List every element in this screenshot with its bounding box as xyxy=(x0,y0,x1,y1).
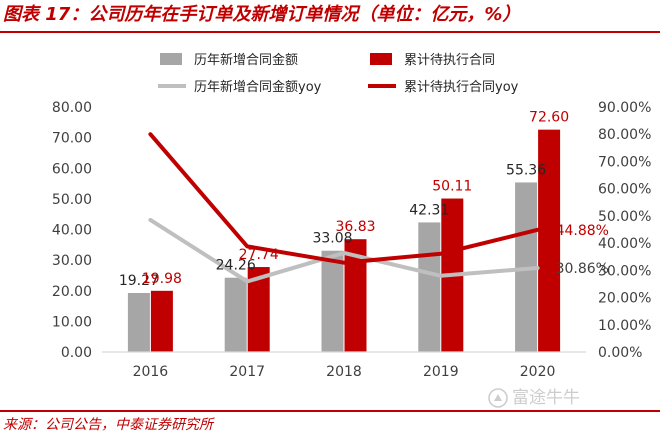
legend-swatch xyxy=(160,53,182,65)
y-left-tick-label: 30.00 xyxy=(52,253,92,269)
source-note: 来源：公司公告，中泰证券研究所 xyxy=(3,417,213,433)
bar-data-label: 19.27 xyxy=(119,273,159,289)
line-data-label: 44.88% xyxy=(556,223,609,239)
y-left-tick-label: 40.00 xyxy=(52,223,92,239)
y-right-tick-label: 50.00% xyxy=(598,209,651,225)
chart-svg: 0.00 10.00 20.00 30.00 40.00 50.00 60.00 70.00 8… xyxy=(52,52,651,380)
y-left-tick-label: 0.00 xyxy=(61,345,92,361)
y-right-tick-label: 30.00% xyxy=(598,263,651,279)
bar-backlog xyxy=(344,239,367,352)
y-left-tick-label: 60.00 xyxy=(52,161,92,177)
legend-label: 历年新增合同金额yoy xyxy=(194,79,322,95)
y-left-tick-label: 80.00 xyxy=(52,100,92,116)
x-tick-label: 2016 xyxy=(133,364,169,380)
bar-data-label: 55.36 xyxy=(506,162,546,178)
bar-new-contracts xyxy=(418,222,441,352)
bar-data-label: 72.60 xyxy=(529,110,569,126)
bar-data-label: 24.26 xyxy=(216,258,256,274)
x-tick-label: 2019 xyxy=(423,364,459,380)
bar-new-contracts xyxy=(127,292,150,352)
bar-data-label: 27.74 xyxy=(239,247,279,263)
y-left-tick-label: 20.00 xyxy=(52,284,92,300)
bar-backlog xyxy=(247,267,270,352)
y-right-tick-label: 10.00% xyxy=(598,318,651,334)
bar-data-label: 50.11 xyxy=(432,179,472,195)
y-right-tick-label: 0.00% xyxy=(598,345,642,361)
y-left-tick-label: 50.00 xyxy=(52,192,92,208)
legend-swatch xyxy=(370,53,392,65)
chart-area: 0.00 10.00 20.00 30.00 40.00 50.00 60.00 70.00 8… xyxy=(0,34,660,409)
bar-data-label: 33.08 xyxy=(312,231,352,247)
y-left-tick-label: 70.00 xyxy=(52,131,92,147)
bar-backlog xyxy=(150,290,173,352)
bar-data-label: 19.98 xyxy=(142,271,182,287)
bar-new-contracts xyxy=(224,277,247,352)
y-right-tick-label: 80.00% xyxy=(598,127,651,143)
footer-divider xyxy=(0,410,660,412)
legend-label: 历年新增合同金额 xyxy=(194,52,298,68)
line-backlog-yoy xyxy=(148,132,540,265)
bar-backlog xyxy=(538,129,561,352)
line-data-label: 30.86% xyxy=(556,261,609,277)
title-divider xyxy=(0,31,660,33)
futu-logo-icon xyxy=(488,388,508,408)
line-new-contracts-yoy xyxy=(148,217,540,284)
y-right-tick-label: 20.00% xyxy=(598,291,651,307)
chart-title: 图表 17：公司历年在手订单及新增订单情况（单位：亿元，%） xyxy=(3,4,521,25)
y-right-tick-label: 90.00% xyxy=(598,100,651,116)
bar-data-label: 36.83 xyxy=(335,219,375,235)
x-tick-label: 2018 xyxy=(326,364,362,380)
y-right-tick-label: 70.00% xyxy=(598,154,651,170)
watermark: 富途牛牛 xyxy=(488,386,580,410)
watermark-text: 富途牛牛 xyxy=(512,388,580,408)
x-tick-label: 2020 xyxy=(520,364,556,380)
bar-new-contracts xyxy=(321,250,344,352)
bar-data-label: 42.31 xyxy=(409,202,449,218)
legend-label: 累计待执行合同 xyxy=(404,53,495,68)
y-right-tick-label: 40.00% xyxy=(598,236,651,252)
x-tick-label: 2017 xyxy=(229,364,265,380)
y-right-tick-label: 60.00% xyxy=(598,182,651,198)
y-left-tick-label: 10.00 xyxy=(52,314,92,330)
legend-label: 累计待执行合同yoy xyxy=(404,80,519,95)
